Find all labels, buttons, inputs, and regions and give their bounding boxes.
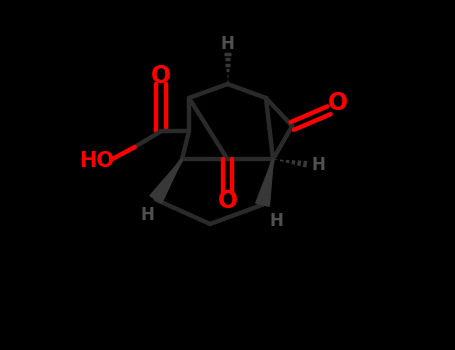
Text: H: H bbox=[269, 211, 283, 230]
Text: O: O bbox=[217, 189, 238, 213]
Text: O: O bbox=[328, 91, 348, 115]
Text: H: H bbox=[140, 206, 154, 224]
Text: H: H bbox=[221, 35, 234, 54]
Polygon shape bbox=[150, 159, 182, 203]
Text: O: O bbox=[151, 64, 171, 88]
Polygon shape bbox=[256, 159, 273, 206]
Text: HO: HO bbox=[79, 151, 114, 171]
Text: H: H bbox=[312, 155, 325, 174]
